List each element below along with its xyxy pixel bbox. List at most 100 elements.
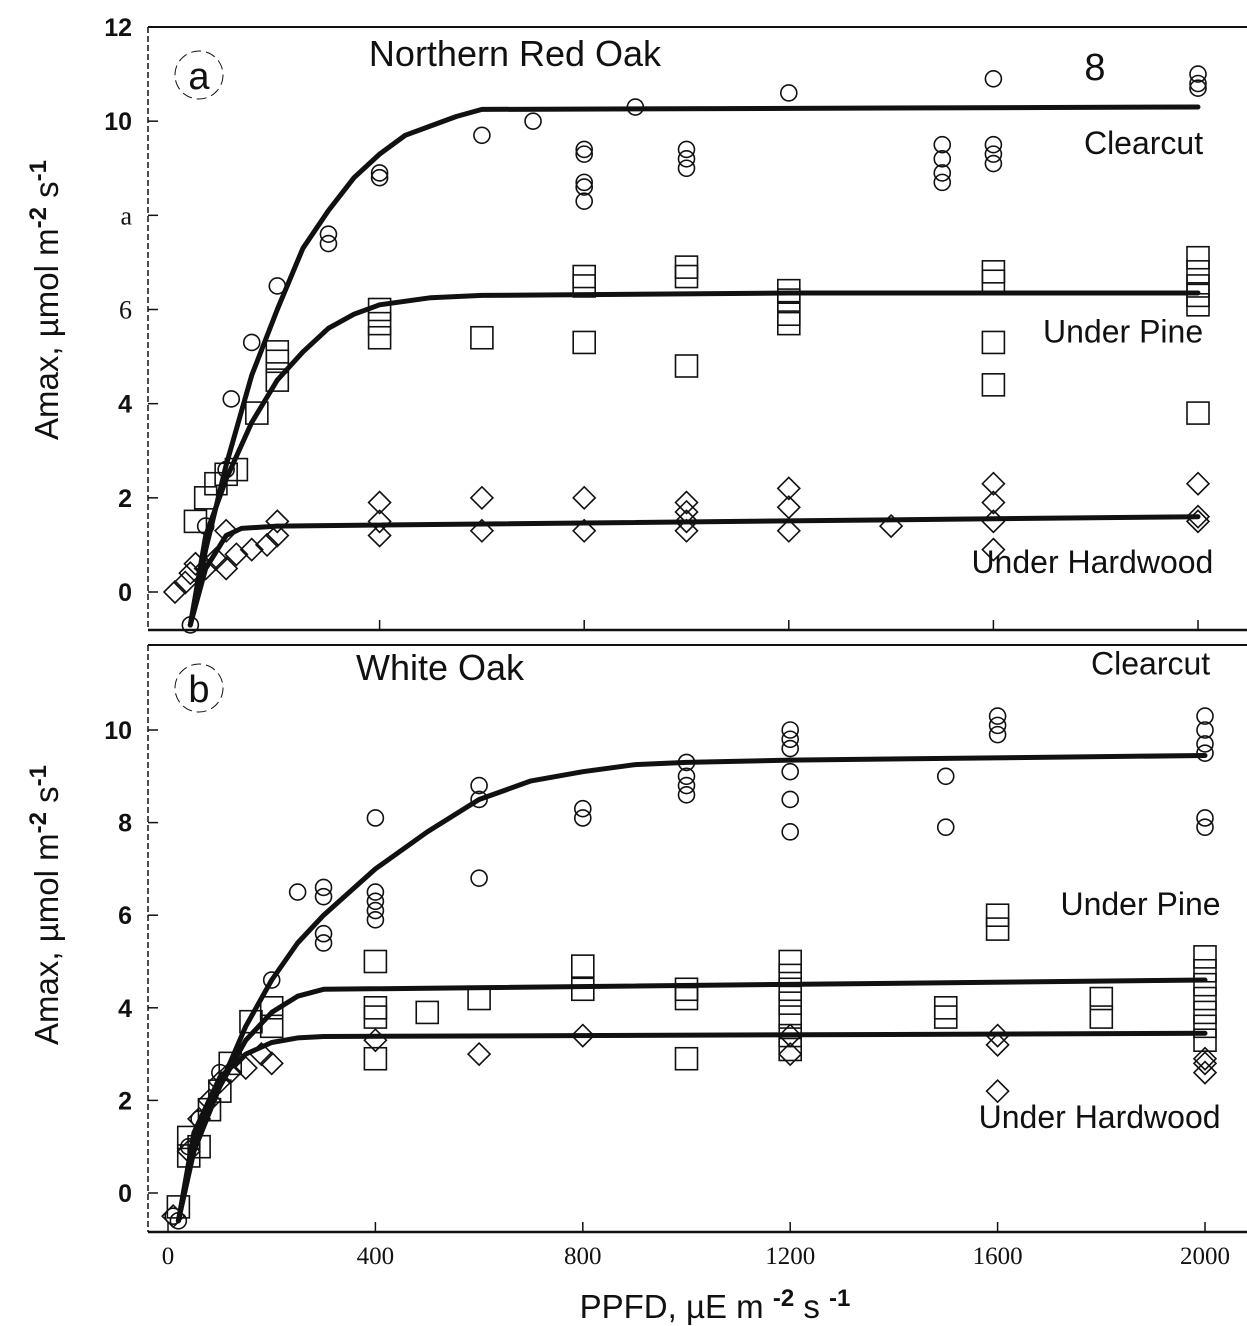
y-axis-label-part: -2 <box>25 207 52 228</box>
point-under-hardwood <box>363 1028 388 1053</box>
point-clearcut <box>677 140 696 159</box>
point-under-hardwood <box>367 509 392 534</box>
panel-label: a <box>188 56 210 98</box>
point-clearcut <box>781 739 800 758</box>
point-under-pine <box>1193 972 1217 997</box>
point-under-pine <box>981 260 1006 284</box>
point-clearcut <box>988 716 1007 735</box>
y-tick-label: 4 <box>118 391 132 419</box>
point-clearcut <box>677 150 696 168</box>
point-clearcut <box>473 126 491 145</box>
y-tick-label: 4 <box>118 995 132 1023</box>
point-clearcut <box>1196 707 1214 725</box>
point-under-pine <box>265 368 290 392</box>
point-under-hardwood <box>572 518 597 543</box>
y-tick-label: 8 <box>118 810 132 838</box>
point-under-pine <box>985 903 1010 928</box>
point-clearcut <box>470 776 488 795</box>
point-clearcut <box>575 173 594 192</box>
point-clearcut <box>1189 65 1207 83</box>
point-under-hardwood <box>233 1055 258 1081</box>
point-clearcut <box>366 809 385 827</box>
point-clearcut <box>470 869 488 887</box>
y-tick-label: 10 <box>104 108 132 136</box>
point-under-pine <box>674 255 699 279</box>
point-clearcut <box>677 767 696 786</box>
point-under-hardwood <box>193 556 218 581</box>
point-clearcut <box>314 924 333 943</box>
series-annotation: Clearcut <box>1091 645 1210 681</box>
point-under-pine <box>1089 1005 1114 1029</box>
series-annotation: Under Hardwood <box>979 1099 1221 1135</box>
point-under-hardwood <box>778 1041 803 1067</box>
point-clearcut <box>781 790 800 809</box>
point-clearcut <box>677 753 696 772</box>
point-under-pine <box>1193 945 1217 969</box>
x-axis-label: PPFD, µE m -2 s -1 <box>580 1276 851 1325</box>
point-under-pine <box>778 1037 803 1062</box>
point-under-pine <box>218 1051 243 1076</box>
x-axis-label-exp2: -1 <box>829 1285 850 1312</box>
y-tick-label: 12 <box>104 14 132 42</box>
point-under-hardwood <box>776 476 801 501</box>
y-tick-label: 2 <box>118 485 132 513</box>
point-clearcut <box>936 767 955 786</box>
point-clearcut <box>677 159 696 178</box>
panel-label-circle <box>174 663 224 713</box>
point-under-hardwood <box>570 1023 595 1048</box>
point-under-pine <box>1186 245 1210 270</box>
point-under-hardwood <box>265 509 290 534</box>
point-under-hardwood <box>674 499 699 525</box>
point-clearcut <box>366 911 385 929</box>
series-annotation: Under Pine <box>1060 886 1220 922</box>
point-clearcut <box>781 823 800 841</box>
point-under-pine <box>1193 1014 1217 1039</box>
point-under-hardwood <box>214 556 239 581</box>
point-under-hardwood <box>985 1023 1010 1048</box>
y-tick-label: 0 <box>118 1180 132 1208</box>
point-clearcut <box>988 725 1007 744</box>
point-under-pine <box>239 1009 263 1034</box>
point-under-pine <box>1089 986 1114 1011</box>
point-under-hardwood <box>469 485 495 510</box>
x-tick-label: 400 <box>357 1243 395 1270</box>
point-under-pine <box>363 1046 388 1071</box>
point-under-pine <box>1193 1000 1217 1025</box>
point-clearcut <box>984 69 1003 88</box>
point-under-hardwood <box>197 1088 222 1113</box>
point-under-hardwood <box>981 537 1006 562</box>
point-under-hardwood <box>776 518 801 543</box>
x-tick-label: 1600 <box>973 1243 1023 1270</box>
point-under-hardwood <box>1185 509 1211 534</box>
fit-line-clearcut <box>187 104 1201 628</box>
point-under-pine <box>367 311 392 336</box>
y-axis-label-part: Amax, µmol m <box>28 228 65 440</box>
panel-label: b <box>188 669 209 711</box>
point-under-pine <box>183 509 208 534</box>
point-under-pine <box>1186 401 1210 425</box>
point-clearcut <box>984 154 1003 173</box>
chart-title: White Oak <box>356 647 525 688</box>
point-clearcut <box>262 971 281 989</box>
point-under-hardwood <box>1192 1060 1218 1085</box>
point-under-hardwood <box>776 495 801 520</box>
x-axis-label-main: PPFD, µE m <box>580 1288 764 1325</box>
point-under-hardwood <box>981 509 1006 534</box>
point-under-pine <box>776 311 801 336</box>
point-clearcut <box>575 140 594 159</box>
point-clearcut <box>268 277 287 295</box>
point-clearcut <box>370 164 389 182</box>
point-clearcut <box>288 883 307 901</box>
point-under-hardwood <box>674 490 699 515</box>
point-clearcut <box>626 98 645 116</box>
x-tick-label: 0 <box>162 1243 175 1270</box>
point-clearcut <box>1196 818 1214 837</box>
point-clearcut <box>988 707 1007 725</box>
point-clearcut <box>1196 809 1214 827</box>
point-clearcut <box>677 776 696 795</box>
point-under-pine <box>778 991 803 1015</box>
series-annotation: Clearcut <box>1084 125 1203 161</box>
point-under-pine <box>415 1000 440 1025</box>
point-under-pine <box>778 1005 803 1029</box>
